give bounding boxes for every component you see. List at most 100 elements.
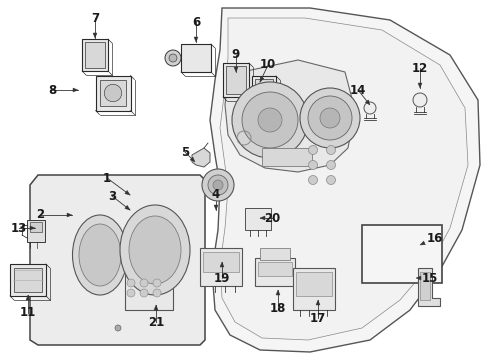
Polygon shape bbox=[417, 83, 421, 88]
Polygon shape bbox=[93, 33, 97, 38]
Circle shape bbox=[326, 175, 335, 184]
Text: 2: 2 bbox=[36, 208, 44, 221]
Bar bbox=[419, 272, 429, 300]
Bar bbox=[295, 272, 331, 296]
Bar bbox=[254, 258, 294, 286]
Polygon shape bbox=[124, 205, 130, 210]
Text: 3: 3 bbox=[108, 189, 116, 202]
Polygon shape bbox=[234, 67, 238, 72]
Circle shape bbox=[127, 289, 135, 297]
Circle shape bbox=[308, 145, 317, 154]
Circle shape bbox=[231, 82, 307, 158]
Polygon shape bbox=[260, 216, 264, 220]
Bar bbox=[292, 268, 334, 310]
Polygon shape bbox=[154, 305, 158, 310]
Bar bbox=[361, 225, 441, 283]
Circle shape bbox=[104, 84, 122, 102]
Bar bbox=[100, 80, 126, 106]
Bar bbox=[244, 208, 270, 230]
Circle shape bbox=[115, 325, 121, 331]
Text: 20: 20 bbox=[264, 211, 280, 225]
Polygon shape bbox=[209, 8, 479, 352]
Polygon shape bbox=[192, 148, 209, 167]
Polygon shape bbox=[220, 18, 467, 340]
Polygon shape bbox=[73, 88, 78, 92]
Text: 19: 19 bbox=[213, 271, 230, 284]
Polygon shape bbox=[365, 100, 369, 105]
Bar bbox=[260, 248, 289, 260]
Bar bbox=[10, 264, 46, 296]
Ellipse shape bbox=[120, 205, 190, 295]
Bar bbox=[258, 262, 291, 276]
Circle shape bbox=[299, 88, 359, 148]
Polygon shape bbox=[194, 37, 198, 42]
Bar bbox=[125, 275, 173, 310]
Polygon shape bbox=[30, 175, 204, 345]
Bar bbox=[30, 222, 42, 232]
Text: 21: 21 bbox=[147, 315, 164, 328]
Polygon shape bbox=[30, 226, 35, 230]
Text: 15: 15 bbox=[421, 271, 437, 284]
Text: 8: 8 bbox=[48, 84, 56, 96]
Bar bbox=[408, 239, 430, 269]
Polygon shape bbox=[315, 300, 319, 305]
Circle shape bbox=[308, 161, 317, 170]
Bar bbox=[85, 42, 104, 68]
Circle shape bbox=[308, 175, 317, 184]
Circle shape bbox=[242, 92, 297, 148]
Polygon shape bbox=[190, 157, 195, 162]
Circle shape bbox=[140, 279, 148, 287]
Circle shape bbox=[127, 279, 135, 287]
Text: 18: 18 bbox=[269, 302, 285, 315]
Circle shape bbox=[153, 289, 161, 297]
Polygon shape bbox=[26, 295, 30, 300]
Bar bbox=[200, 248, 242, 286]
Ellipse shape bbox=[79, 224, 121, 286]
Polygon shape bbox=[419, 241, 425, 245]
Circle shape bbox=[153, 279, 161, 287]
Bar bbox=[368, 236, 396, 272]
Bar bbox=[82, 39, 108, 71]
Circle shape bbox=[412, 93, 426, 107]
Bar bbox=[223, 63, 248, 97]
Bar bbox=[14, 268, 42, 292]
Bar bbox=[225, 66, 245, 94]
Circle shape bbox=[363, 102, 375, 114]
Text: 16: 16 bbox=[426, 231, 442, 244]
Bar bbox=[262, 148, 311, 166]
Circle shape bbox=[207, 175, 227, 195]
Circle shape bbox=[164, 50, 181, 66]
Ellipse shape bbox=[72, 215, 127, 295]
Text: 1: 1 bbox=[103, 171, 111, 184]
Text: 13: 13 bbox=[11, 221, 27, 234]
Circle shape bbox=[140, 289, 148, 297]
Polygon shape bbox=[275, 290, 280, 295]
Bar bbox=[95, 76, 130, 111]
Bar bbox=[203, 252, 239, 272]
Bar bbox=[405, 236, 433, 272]
Circle shape bbox=[326, 145, 335, 154]
Text: 5: 5 bbox=[181, 145, 189, 158]
Polygon shape bbox=[417, 268, 439, 306]
Polygon shape bbox=[220, 262, 224, 267]
Circle shape bbox=[202, 169, 234, 201]
Text: 7: 7 bbox=[91, 12, 99, 24]
Circle shape bbox=[169, 54, 177, 62]
Polygon shape bbox=[260, 77, 264, 82]
Bar bbox=[371, 239, 393, 269]
Polygon shape bbox=[67, 213, 72, 217]
Polygon shape bbox=[124, 190, 130, 195]
Text: 4: 4 bbox=[211, 189, 220, 202]
Circle shape bbox=[319, 108, 339, 128]
Polygon shape bbox=[214, 205, 218, 210]
Text: 14: 14 bbox=[349, 84, 366, 96]
Circle shape bbox=[307, 96, 351, 140]
Circle shape bbox=[258, 108, 282, 132]
Text: 6: 6 bbox=[191, 15, 200, 28]
Text: 11: 11 bbox=[20, 306, 36, 320]
Text: 10: 10 bbox=[259, 58, 276, 72]
Text: 9: 9 bbox=[231, 49, 240, 62]
Bar bbox=[251, 76, 275, 108]
Bar bbox=[27, 220, 45, 242]
Text: 12: 12 bbox=[411, 62, 427, 75]
